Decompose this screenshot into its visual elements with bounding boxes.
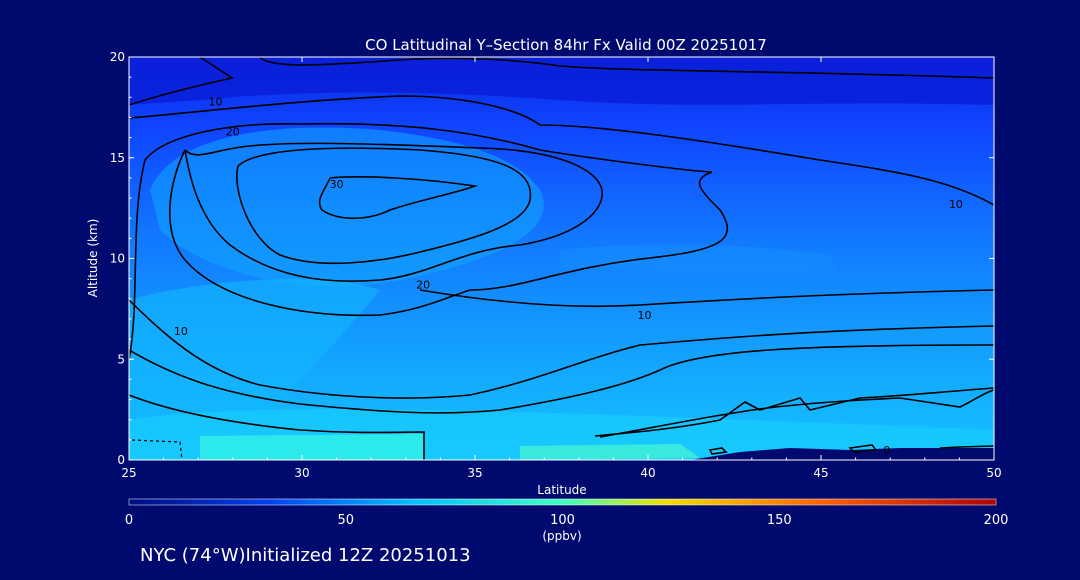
dashed-contour xyxy=(131,439,183,460)
y-tick-label: 10 xyxy=(110,252,125,266)
contour-labels: 10 20 30 20 10 10 10 0 xyxy=(174,95,963,457)
y-tick-label: 0 xyxy=(117,453,125,467)
contour-30-core xyxy=(318,176,479,220)
y-axis-ticks: 0 5 10 15 20 xyxy=(110,50,994,467)
colorbar-tick-label: 50 xyxy=(337,513,354,528)
contour-label: 10 xyxy=(209,95,223,108)
contour-surface-ridges xyxy=(594,387,994,437)
x-tick-label: 35 xyxy=(467,466,482,480)
shade-surface-max xyxy=(200,434,424,460)
x-tick-label: 30 xyxy=(294,466,309,480)
colorbar-tick-label: 0 xyxy=(125,513,133,528)
contour-zero xyxy=(708,444,994,455)
shade-high-core xyxy=(150,127,544,287)
y-tick-label: 5 xyxy=(117,352,125,366)
contour-20-inner xyxy=(184,142,603,283)
contour-5-band xyxy=(129,344,994,414)
contour-negative xyxy=(131,439,183,460)
x-tick-label: 45 xyxy=(813,466,828,480)
chart-title: CO Latitudinal Y–Section 84hr Fx Valid 0… xyxy=(365,36,767,54)
contour-10-right xyxy=(419,289,994,308)
colorbar-tick-label: 150 xyxy=(767,513,792,528)
terrain xyxy=(690,448,994,460)
contour-label: 30 xyxy=(330,178,344,191)
contour-surface-lower xyxy=(129,389,994,460)
shade-surface-east xyxy=(520,444,700,460)
shade-mid-band xyxy=(129,279,380,420)
shade-upper-right xyxy=(560,244,835,273)
contour-label: 10 xyxy=(174,325,188,338)
contour-label: 20 xyxy=(416,279,430,292)
contour-20-outer xyxy=(129,122,729,361)
contours xyxy=(129,57,994,460)
shade-top-dark xyxy=(129,57,994,105)
x-tick-label: 40 xyxy=(640,466,655,480)
y-tick-label: 15 xyxy=(110,151,125,165)
contour-label: 10 xyxy=(638,309,652,322)
contour-line-top xyxy=(129,57,994,106)
contour-label: 0 xyxy=(883,444,890,457)
y-tick-label: 20 xyxy=(110,50,125,64)
x-axis-ticks: 25 30 35 40 45 50 xyxy=(121,57,1002,480)
contour-10-upper xyxy=(129,95,994,206)
colorbar xyxy=(128,498,997,506)
x-tick-label: 50 xyxy=(986,466,1001,480)
colorbar-unit: (ppbv) xyxy=(542,529,581,543)
plot-area: 10 20 30 20 10 10 10 0 xyxy=(129,57,994,460)
colorbar-ticks: 0 50 100 150 200 xyxy=(125,513,1009,528)
colorbar-tick-label: 200 xyxy=(984,513,1009,528)
x-tick-label: 25 xyxy=(121,466,136,480)
x-axis-label: Latitude xyxy=(537,483,586,497)
colorbar-tick-label: 100 xyxy=(550,513,575,528)
contour-30 xyxy=(236,147,532,265)
y-axis-label: Altitude (km) xyxy=(86,219,100,298)
contour-10-lower xyxy=(129,299,994,399)
contour-label: 10 xyxy=(949,198,963,211)
station-info: NYC (74°W)Initialized 12Z 20251013 xyxy=(140,545,471,566)
contour-label: 20 xyxy=(226,126,240,139)
